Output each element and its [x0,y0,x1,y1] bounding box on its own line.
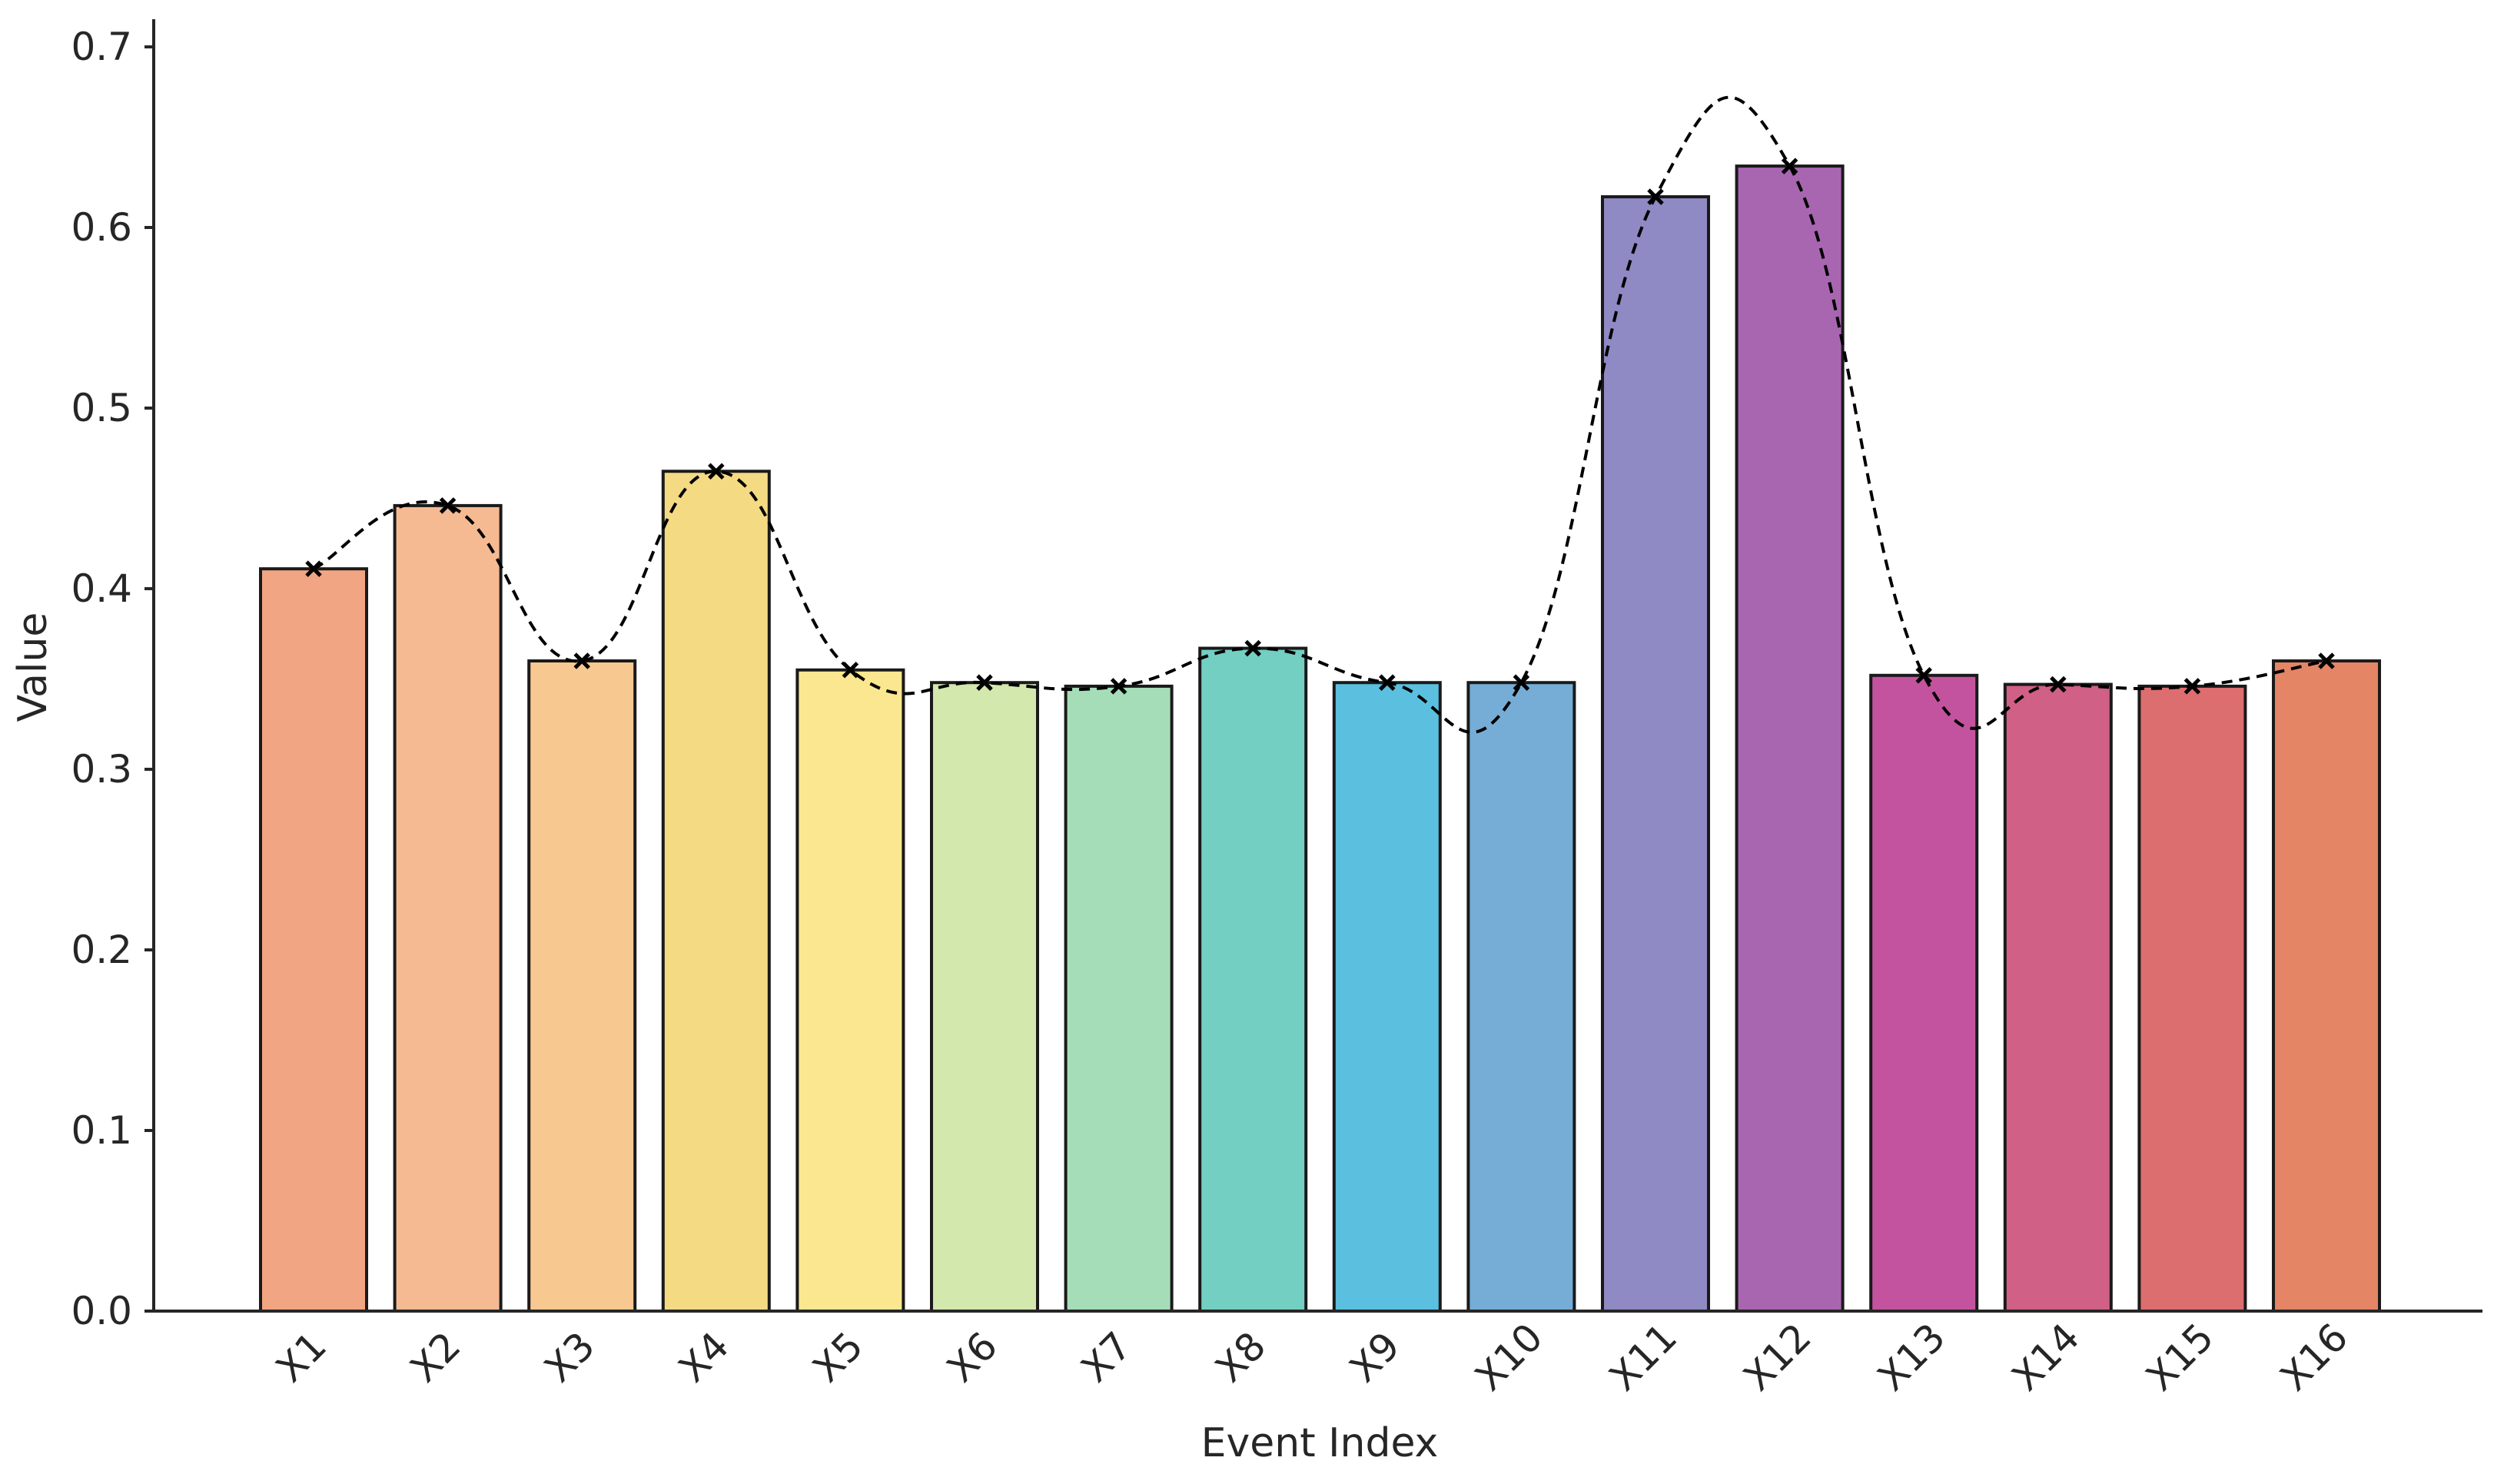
marker-x13 [1915,667,1932,684]
x-axis-label: Event Index [1201,1420,1439,1466]
x-tick-label-x4: X4 [670,1323,738,1391]
marker-x11 [1647,188,1664,205]
bars-group [259,164,2381,1313]
x-tick-label-x3: X3 [536,1323,603,1391]
marker-x14 [2050,676,2067,693]
bar-x13 [1869,673,1979,1313]
y-tick-label: 0.7 [71,25,132,69]
bar-x16 [2272,659,2381,1313]
marker-x4 [708,463,725,480]
x-tick-label-x12: X12 [1735,1315,1819,1399]
bar-x4 [661,470,771,1313]
x-tick-label-x5: X5 [805,1323,872,1391]
x-tick-label-x1: X1 [267,1323,335,1391]
x-tick-label-x8: X8 [1207,1323,1274,1391]
y-tick-label: 0.4 [71,566,132,611]
x-tick-label-x16: X16 [2272,1315,2356,1399]
bar-x15 [2137,684,2247,1313]
bar-x9 [1332,681,1442,1313]
x-tick-label-x11: X11 [1601,1315,1685,1399]
marker-x6 [976,674,993,691]
x-tick-label-x13: X13 [1869,1315,1954,1399]
bar-x2 [393,503,503,1313]
bar-x5 [795,668,905,1313]
bar-x10 [1466,681,1576,1313]
x-tick-label-x15: X15 [2137,1315,2222,1399]
bar-x6 [930,681,1039,1313]
x-tick-label-x2: X2 [402,1323,470,1391]
marker-x9 [1379,674,1396,691]
marker-x2 [439,497,457,514]
y-tick-label: 0.5 [71,386,132,430]
x-tick-label-x6: X6 [938,1323,1006,1391]
bar-x8 [1198,646,1308,1313]
marker-x7 [1110,678,1127,695]
axes-group [152,19,2482,1313]
y-tick-label: 0.0 [71,1289,132,1333]
y-tick-label: 0.6 [71,205,132,250]
marker-x10 [1513,674,1530,691]
markers-group [305,158,2335,695]
y-tick-label: 0.2 [71,928,132,972]
y-axis-label: Value [10,613,56,722]
x-tick-label-x10: X10 [1466,1315,1551,1399]
bar-x11 [1601,195,1710,1313]
x-tick-label-x9: X9 [1341,1323,1409,1391]
marker-x1 [305,560,322,577]
x-tick-label-x14: X14 [2004,1315,2088,1399]
bar-x1 [259,567,368,1313]
bar-x7 [1064,684,1174,1313]
y-tick-label: 0.3 [71,747,132,792]
marker-x16 [2318,652,2335,669]
x-tick-label-x7: X7 [1073,1323,1141,1391]
marker-x5 [842,661,859,679]
marker-x12 [1781,158,1798,174]
y-tick-label: 0.1 [71,1108,132,1153]
bar-x3 [527,659,637,1313]
marker-x8 [1244,639,1261,657]
trend-line [313,95,2327,734]
bar-x12 [1735,164,1845,1313]
marker-x15 [2183,678,2201,695]
marker-x3 [573,652,590,669]
bar-x14 [2003,682,2113,1313]
